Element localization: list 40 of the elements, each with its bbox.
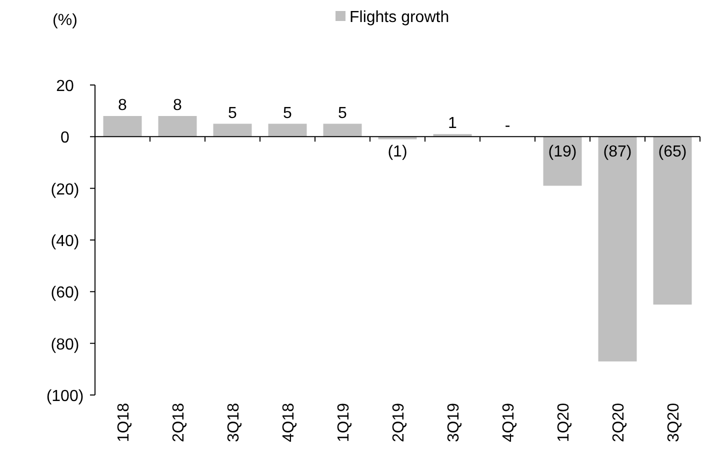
data-label: (19) [548, 144, 577, 161]
data-label: (1) [388, 144, 408, 161]
data-label: (87) [603, 144, 632, 161]
y-axis-title: (%) [52, 12, 78, 29]
bar [158, 116, 197, 137]
x-tick-label: 3Q20 [666, 402, 682, 442]
y-tick-label: 0 [60, 130, 70, 147]
bar [323, 124, 362, 137]
y-tick-label: 20 [56, 78, 74, 95]
legend-label: Flights growth [350, 9, 450, 26]
data-label: 8 [118, 97, 128, 114]
bar [378, 136, 417, 140]
bar [213, 124, 252, 137]
y-tick-label: (20) [50, 181, 80, 198]
x-tick-label: 3Q18 [226, 402, 242, 442]
data-label: - [504, 118, 510, 135]
data-label: 8 [173, 97, 182, 114]
x-tick-label: 1Q18 [116, 402, 132, 442]
x-tick-label: 2Q20 [610, 402, 628, 442]
data-label: 5 [228, 104, 238, 122]
y-tick-label: (40) [50, 233, 80, 250]
x-tick-label: 1Q19 [336, 402, 352, 442]
x-tick-label: 2Q18 [170, 402, 188, 442]
y-tick-label: (80) [50, 336, 80, 354]
bar [543, 136, 582, 186]
bar [653, 136, 692, 305]
data-label: 1 [448, 115, 458, 132]
x-tick-label: 1Q20 [556, 402, 572, 442]
y-tick-label: (60) [50, 284, 80, 302]
x-tick-label: 4Q19 [500, 402, 518, 442]
data-label: 5 [338, 104, 348, 122]
x-tick-label: 3Q19 [446, 402, 462, 442]
bar [103, 116, 142, 137]
y-tick-label: (100) [46, 388, 84, 405]
data-label: 5 [283, 104, 292, 122]
x-tick-label: 2Q19 [390, 402, 408, 442]
data-label: (65) [658, 144, 687, 161]
bar [598, 136, 637, 362]
bar [268, 124, 307, 137]
x-tick-label: 4Q18 [280, 402, 298, 442]
